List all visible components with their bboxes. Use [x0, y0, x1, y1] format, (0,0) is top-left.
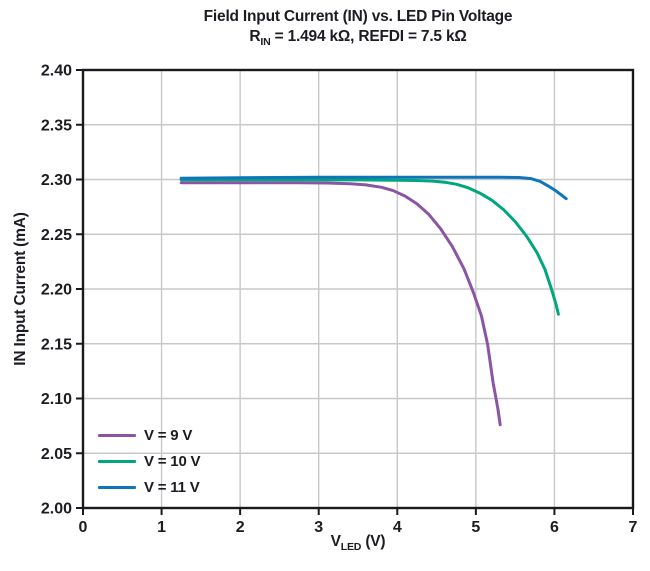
legend-label: V = 9 V	[144, 426, 193, 444]
legend-line-swatch	[98, 485, 136, 489]
x-tick-label: 3	[314, 519, 323, 536]
x-tick-label: 6	[550, 519, 559, 536]
legend: V = 9 V V = 10 V V = 11 V	[98, 422, 201, 500]
x-tick-label: 2	[236, 519, 245, 536]
chart-subtitle: RIN = 1.494 kΩ, REFDI = 7.5 kΩ	[83, 27, 633, 47]
text-segment: (V)	[361, 533, 386, 550]
legend-line-swatch	[98, 459, 136, 463]
x-tick-label: 7	[629, 519, 638, 536]
text-segment: R	[249, 28, 261, 45]
y-tick-label: 2.30	[41, 172, 72, 189]
y-tick-label: 2.25	[41, 227, 72, 244]
legend-label: V = 10 V	[144, 452, 201, 470]
series-line-v-11-v	[179, 175, 568, 201]
y-tick-label: 2.20	[41, 282, 72, 299]
legend-line-swatch	[98, 433, 136, 437]
legend-item: V = 11 V	[98, 474, 200, 500]
legend-label: V = 11 V	[144, 478, 200, 496]
y-tick-label: 2.00	[41, 501, 72, 518]
x-tick-label: 1	[157, 519, 166, 536]
x-tick-label: 0	[79, 519, 88, 536]
subscript-text: LED	[340, 541, 362, 554]
chart-title: Field Input Current (IN) vs. LED Pin Vol…	[203, 8, 513, 25]
text-segment: = 1.494 kΩ, REFDI = 7.5 kΩ	[270, 28, 467, 45]
y-tick-label: 2.40	[41, 63, 72, 80]
y-tick-label: 2.35	[41, 117, 72, 134]
series-line-v-9-v	[179, 181, 502, 427]
x-tick-label: 4	[393, 519, 402, 536]
x-tick-label: 5	[471, 519, 480, 536]
y-axis-label: IN Input Current (mA)	[12, 212, 29, 366]
y-tick-label: 2.15	[41, 336, 72, 353]
y-tick-label: 2.10	[41, 391, 72, 408]
legend-item: V = 10 V	[98, 448, 201, 474]
x-axis-label: VLED (V)	[83, 533, 633, 554]
series-line-v-10-v	[179, 178, 560, 316]
y-tick-label: 2.05	[41, 446, 72, 463]
legend-item: V = 9 V	[98, 422, 200, 448]
plot-border	[81, 68, 635, 510]
subscript-text: IN	[260, 36, 271, 49]
text-segment: V	[330, 533, 341, 550]
